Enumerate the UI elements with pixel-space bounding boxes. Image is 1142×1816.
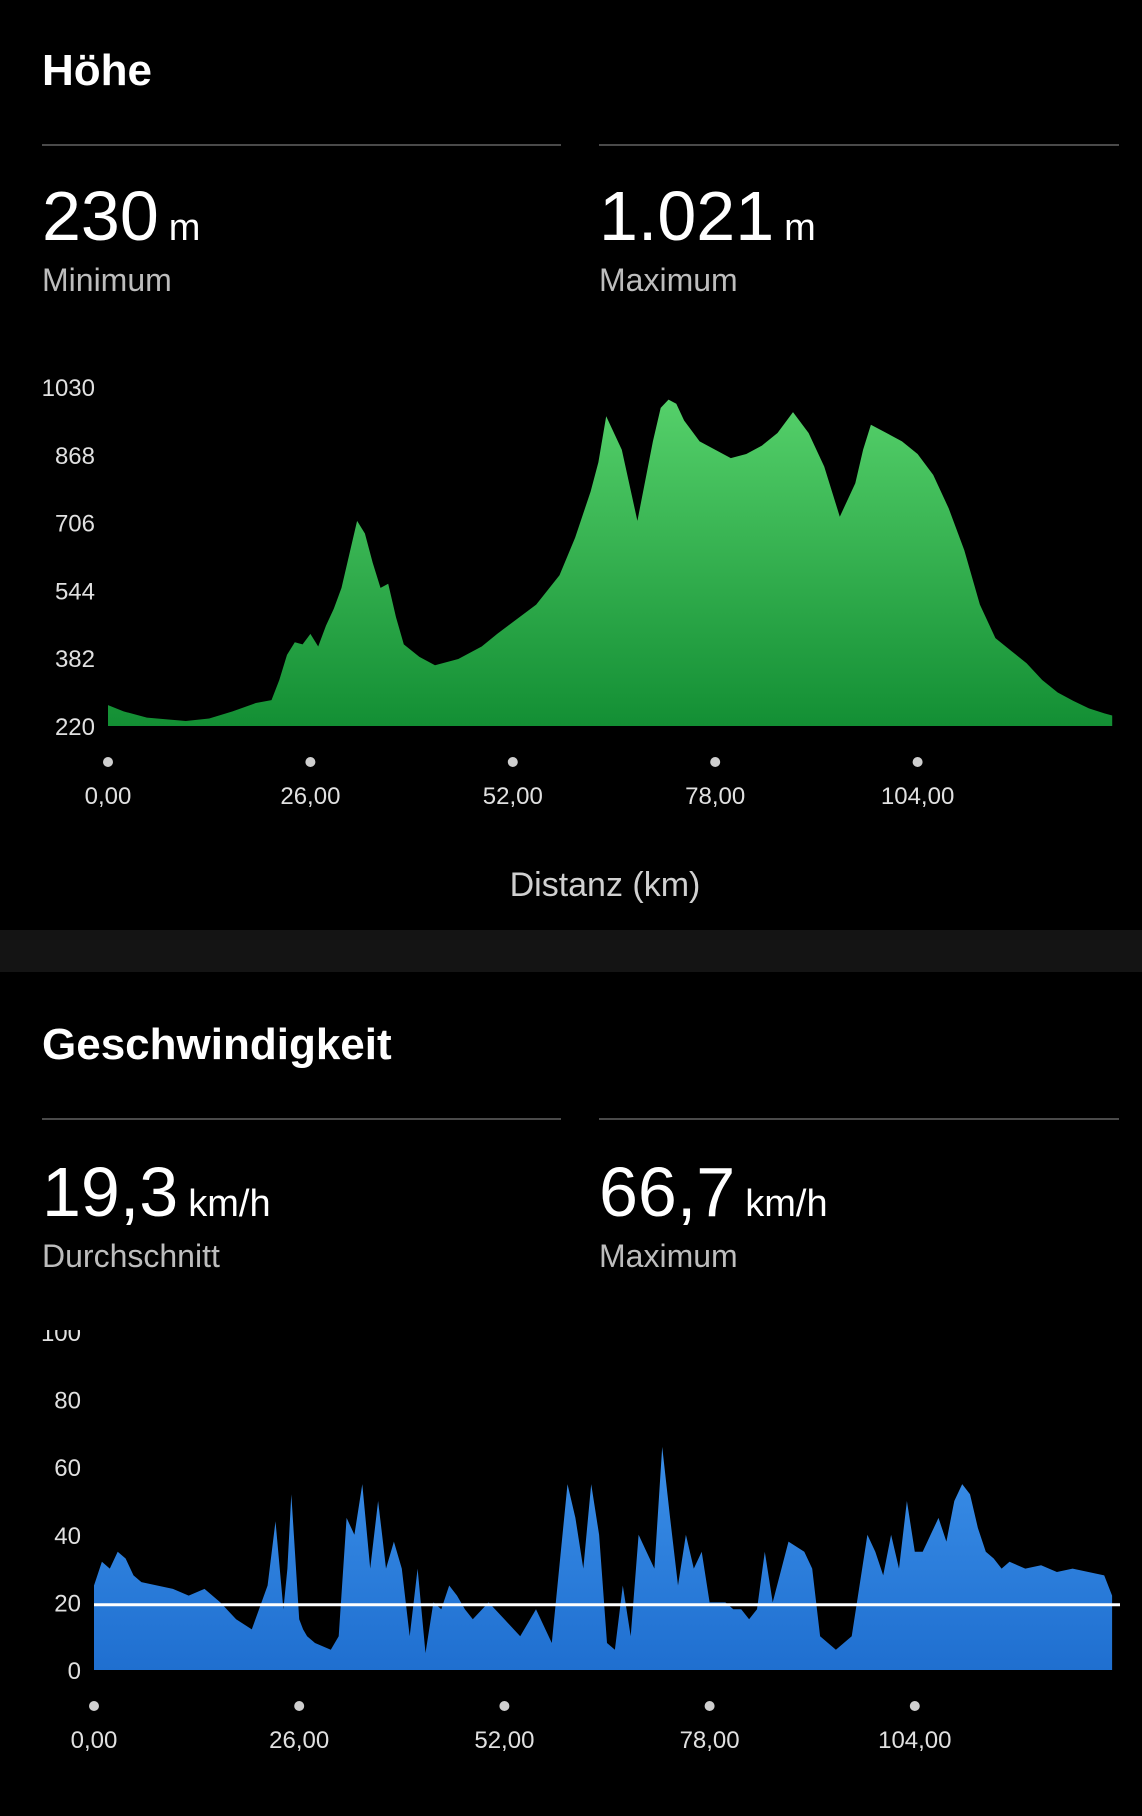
speed-max-value: 66,7 [599,1153,736,1231]
x-tick-dot [507,757,518,767]
y-tick-label: 0 [68,1658,81,1685]
speed-max-stat: 66,7 km/h Maximum [599,1152,828,1275]
x-tick-dot [704,1701,715,1711]
series-area [94,1446,1113,1670]
elevation-max-stat: 1.021 m Maximum [599,176,816,299]
divider [599,144,1119,146]
elevation-chart: 1030 868 706 544 382 220 0,00 26,00 52,00 78,00 10… [42,375,1113,810]
y-tick-label: 382 [55,646,95,673]
y-tick-label: 544 [55,578,95,605]
speed-chart: 100 80 60 40 20 0 0,00 26,00 52,00 78,00 104,00 [41,1330,1120,1754]
elevation-min-value: 230 [42,177,159,255]
speed-avg-value: 19,3 [42,1153,179,1231]
x-tick-dot [710,757,721,767]
y-tick-label: 40 [54,1523,81,1550]
x-tick-label: 52,00 [474,1727,534,1754]
speed-max-unit: km/h [745,1183,828,1225]
x-tick-dot [103,757,113,767]
elevation-max-value: 1.021 [599,177,775,255]
x-tick-label: 78,00 [685,783,745,810]
x-tick-label: 0,00 [71,1727,118,1754]
elevation-min-unit: m [168,207,201,249]
series-area [108,399,1113,726]
x-tick-label: 78,00 [680,1727,740,1754]
y-tick-label: 60 [54,1455,81,1482]
y-tick-label: 1030 [42,375,95,402]
divider [42,144,561,146]
x-tick-label: 26,00 [269,1727,329,1754]
elevation-title: Höhe [42,46,152,95]
elevation-min-label: Minimum [42,262,172,298]
speed-section: Geschwindigkeit 19,3 km/h Durchschnitt 66… [0,972,1142,1816]
x-tick-dot [499,1701,510,1711]
x-tick-dot [305,757,316,767]
y-tick-label: 868 [55,443,95,470]
speed-max-label: Maximum [599,1238,738,1274]
elevation-min-stat: 230 m Minimum [42,176,200,299]
x-tick-label: 0,00 [85,783,132,810]
elevation-max-label: Maximum [599,262,738,298]
section-separator [0,930,1142,972]
speed-title: Geschwindigkeit [42,1020,392,1069]
speed-avg-label: Durchschnitt [42,1238,220,1274]
x-tick-label: 104,00 [881,783,954,810]
x-axis-title: Distanz (km) [509,866,701,904]
y-tick-label: 100 [41,1330,81,1347]
speed-avg-stat: 19,3 km/h Durchschnitt [42,1152,271,1275]
x-tick-dot [909,1701,920,1711]
x-tick-dot [912,757,923,767]
x-tick-dot [294,1701,305,1711]
y-tick-label: 706 [55,511,95,538]
y-tick-label: 220 [55,714,95,741]
divider [42,1118,561,1120]
y-tick-label: 80 [54,1388,81,1415]
x-tick-label: 26,00 [280,783,340,810]
divider [599,1118,1119,1120]
elevation-section: Höhe 230 m Minimum 1.021 m Maximum 1030 868… [41,46,1119,904]
y-tick-label: 20 [54,1590,81,1617]
x-tick-label: 52,00 [483,783,543,810]
x-tick-dot [89,1701,99,1711]
x-tick-label: 104,00 [878,1727,951,1754]
elevation-max-unit: m [784,207,816,249]
speed-avg-unit: km/h [188,1183,271,1225]
